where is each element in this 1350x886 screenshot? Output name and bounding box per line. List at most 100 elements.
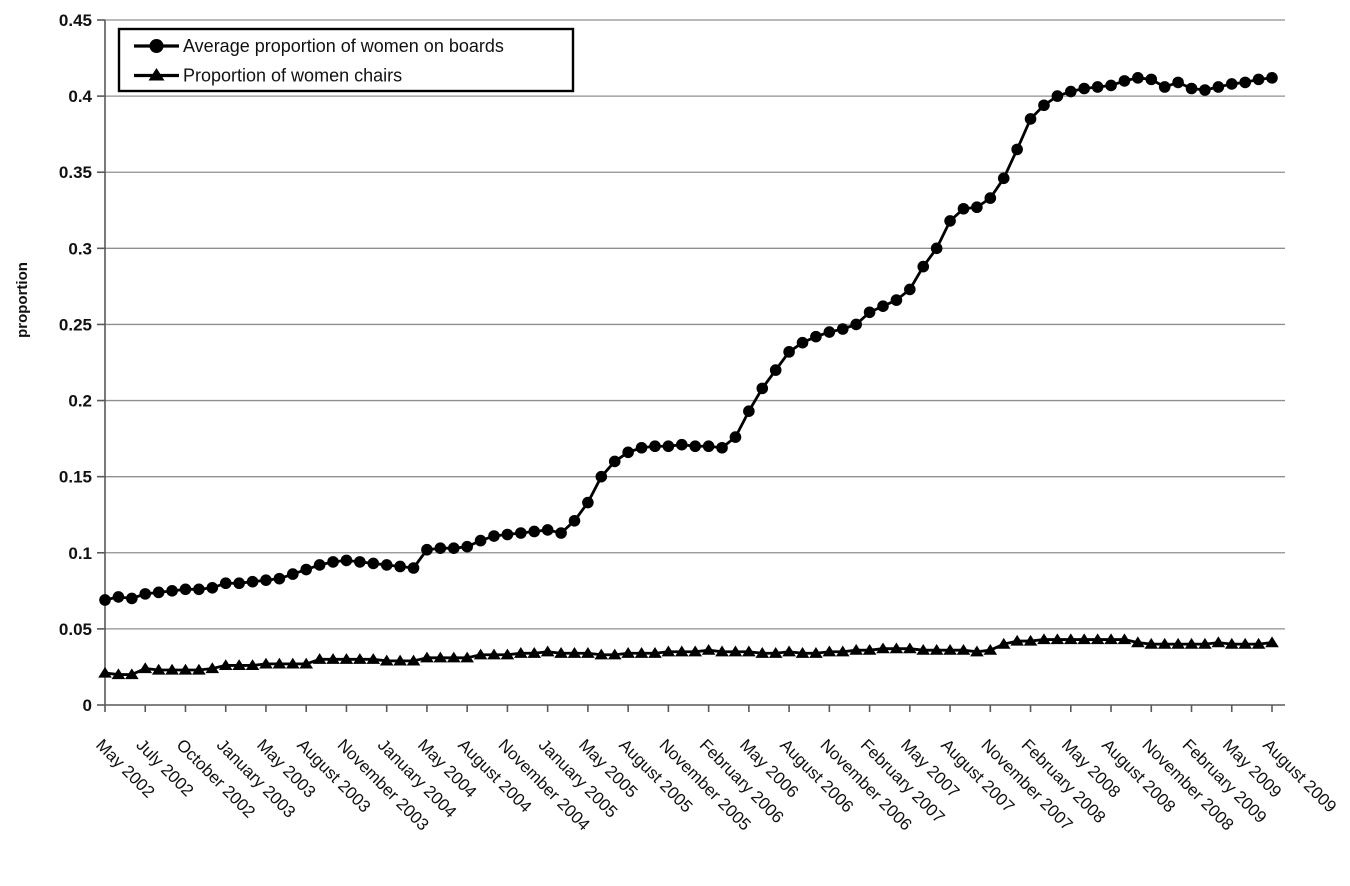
series-avg-women-on-boards-marker — [1011, 143, 1023, 156]
series-women-chairs-marker — [420, 651, 434, 663]
series-women-chairs-marker — [1211, 636, 1226, 648]
series-avg-women-on-boards-marker — [461, 540, 473, 553]
series-women-chairs-marker — [285, 657, 300, 669]
series-women-chairs-marker — [970, 645, 984, 657]
series-women-chairs-marker — [272, 657, 287, 669]
series-women-chairs-marker — [1090, 633, 1105, 645]
series-women-chairs-marker — [1157, 637, 1172, 649]
series-avg-women-on-boards-marker — [286, 568, 299, 580]
series-women-chairs-marker — [487, 648, 501, 660]
series-avg-women-on-boards-marker — [434, 542, 447, 555]
series-avg-women-on-boards-marker — [783, 346, 795, 358]
series-women-chairs-marker — [406, 654, 421, 666]
series-avg-women-on-boards-marker — [756, 382, 769, 395]
y-tick-label: 0 — [83, 696, 92, 715]
series-women-chairs-marker — [701, 644, 716, 655]
series-women-chairs-marker — [715, 645, 729, 657]
y-tick-label: 0.05 — [59, 620, 92, 639]
series-avg-women-on-boards-marker — [152, 586, 165, 599]
series-women-chairs-marker — [742, 645, 756, 657]
series-avg-women-on-boards-marker — [836, 323, 849, 335]
series-avg-women-on-boards-marker — [729, 431, 742, 443]
series-women-chairs — [98, 633, 1279, 680]
series-women-chairs-marker — [165, 663, 179, 675]
series-women-chairs-marker — [755, 647, 770, 658]
series-avg-women-on-boards-marker — [863, 306, 876, 319]
series-avg-women-on-boards-marker — [850, 318, 862, 331]
series-women-chairs-marker — [1023, 634, 1038, 646]
series-avg-women-on-boards-marker — [823, 326, 836, 338]
series-avg-women-on-boards-marker — [421, 543, 433, 556]
series-avg-women-on-boards-marker — [984, 192, 997, 204]
series-avg-women-on-boards-marker — [743, 405, 755, 418]
series-avg-women-on-boards-marker — [1024, 113, 1037, 125]
series-avg-women-on-boards-marker — [354, 556, 366, 568]
series-women-chairs-marker — [822, 645, 837, 657]
series-women-chairs-marker — [916, 644, 931, 655]
series-avg-women-on-boards-marker — [541, 524, 554, 536]
series-avg-women-on-boards-marker — [112, 591, 125, 603]
series-women-chairs-marker — [728, 645, 743, 657]
y-tick-label: 0.15 — [59, 468, 92, 487]
series-women-chairs-marker — [621, 647, 635, 658]
series-avg-women-on-boards-marker — [367, 557, 380, 570]
series-women-chairs-marker — [862, 644, 877, 655]
series-women-chairs-marker — [259, 657, 273, 669]
series-avg-women-on-boards-marker — [917, 260, 930, 273]
series-avg-women-on-boards-marker — [219, 577, 232, 590]
series-women-chairs-marker — [1144, 637, 1159, 649]
series-women-chairs-marker — [661, 645, 676, 657]
axes — [97, 19, 1285, 712]
y-tick-label: 0.45 — [59, 11, 92, 30]
series-women-chairs-marker — [178, 663, 193, 675]
series-avg-women-on-boards-marker — [1158, 81, 1171, 93]
series-women-chairs-marker — [514, 647, 528, 658]
series-avg-women-on-boards-marker — [1038, 99, 1050, 112]
series-avg-women-on-boards-marker — [99, 594, 111, 606]
y-tick-label: 0.4 — [68, 87, 92, 106]
series-women-chairs-marker — [567, 647, 582, 658]
series-avg-women-on-boards-marker — [380, 559, 393, 571]
series-women-chairs-marker — [688, 645, 703, 657]
series-avg-women-on-boards-marker — [126, 592, 138, 605]
series-women-chairs-marker — [1104, 633, 1118, 645]
legend: Average proportion of women on boards Pro… — [117, 27, 575, 93]
series-women-chairs-marker — [876, 642, 890, 654]
series-women-chairs-marker — [1224, 637, 1239, 649]
series-avg-women-on-boards-marker — [877, 300, 889, 312]
series-women-chairs-marker — [849, 644, 863, 655]
series-avg-women-on-boards-marker — [394, 560, 406, 573]
series-avg-women-on-boards-marker — [179, 583, 192, 596]
series-women-chairs-marker — [98, 666, 112, 678]
series-avg-women-on-boards-marker — [1199, 84, 1211, 96]
series-women-chairs-marker — [1037, 633, 1051, 645]
series-women-chairs-marker — [299, 657, 314, 669]
y-tick-label: 0.3 — [68, 239, 92, 258]
series-women-chairs-marker — [996, 637, 1011, 649]
series-women-chairs-marker — [554, 647, 568, 658]
series-women-chairs-marker — [473, 648, 488, 660]
series-women-chairs-marker — [929, 644, 944, 655]
series-avg-women-on-boards — [99, 72, 1278, 606]
series-avg-women-on-boards-marker — [810, 330, 822, 343]
y-tick-label: 0.35 — [59, 163, 92, 182]
series-women-chairs-marker — [903, 642, 917, 654]
series-avg-women-on-boards-marker — [971, 201, 983, 214]
series-avg-women-on-boards-marker — [233, 577, 245, 590]
series-avg-women-on-boards-marker — [528, 525, 541, 538]
series-women-chairs-marker — [540, 645, 555, 657]
series-avg-women-on-boards-marker — [407, 562, 420, 574]
legend-label: Average proportion of women on boards — [183, 36, 504, 56]
series-women-chairs-marker — [111, 668, 126, 680]
series-avg-women-on-boards-marker — [327, 556, 339, 568]
series-women-chairs-marker — [1010, 634, 1024, 646]
series-avg-women-on-boards-marker — [474, 534, 487, 547]
series-avg-women-on-boards-marker — [1185, 82, 1198, 95]
series-avg-women-on-boards-marker — [890, 294, 903, 306]
series-women-chairs-marker — [218, 659, 233, 671]
series-women-chairs-marker — [1251, 637, 1266, 649]
series-avg-women-on-boards-marker — [769, 364, 782, 376]
series-avg-women-on-boards-marker — [1239, 76, 1251, 89]
